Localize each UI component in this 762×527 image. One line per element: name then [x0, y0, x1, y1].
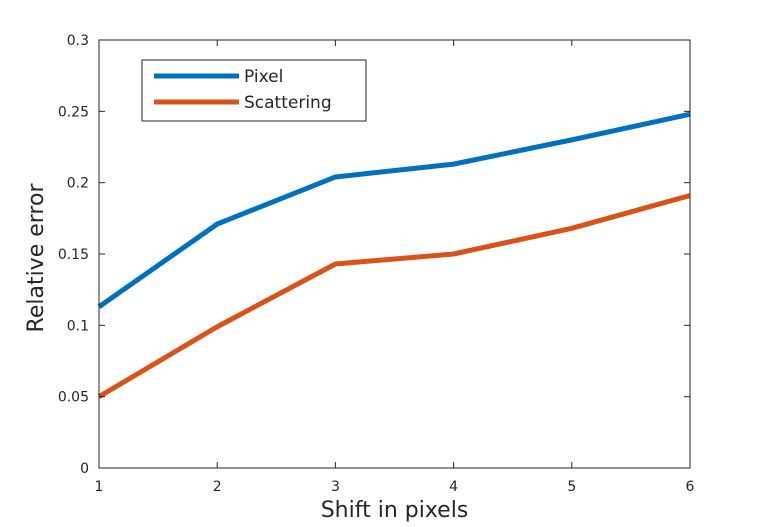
ticks-layer: 1 2 3 4 5 6 0 0.05 0.1 0.15 0.2 0.25 0.3: [58, 33, 695, 495]
series-layer: [97, 111, 691, 399]
series-line-pixel: [97, 111, 691, 309]
labels-layer: Shift in pixels Relative error: [24, 183, 468, 523]
legend: Pixel Scattering: [141, 59, 367, 122]
y-tick-label: 0.25: [58, 104, 89, 120]
x-tick-label: 1: [95, 479, 104, 495]
x-axis-title: Shift in pixels: [321, 498, 469, 523]
x-tick-label: 5: [567, 479, 576, 495]
series-line-scattering: [97, 193, 691, 399]
y-axis-title: Relative error: [24, 183, 49, 333]
legend-label-pixel: Pixel: [244, 67, 283, 87]
y-tick-label: 0: [80, 461, 89, 477]
x-tick-label: 6: [686, 479, 695, 495]
y-tick-label: 0.1: [67, 318, 89, 334]
x-tick-label: 2: [213, 479, 222, 495]
legend-label-scattering: Scattering: [244, 93, 332, 113]
x-tick-label: 4: [449, 479, 458, 495]
y-tick-label: 0.2: [67, 176, 89, 192]
y-tick-label: 0.05: [58, 390, 89, 406]
y-tick-label: 0.15: [58, 247, 89, 263]
y-tick-label: 0.3: [67, 33, 89, 49]
x-tick-label: 3: [331, 479, 340, 495]
legend-box: [141, 59, 367, 122]
